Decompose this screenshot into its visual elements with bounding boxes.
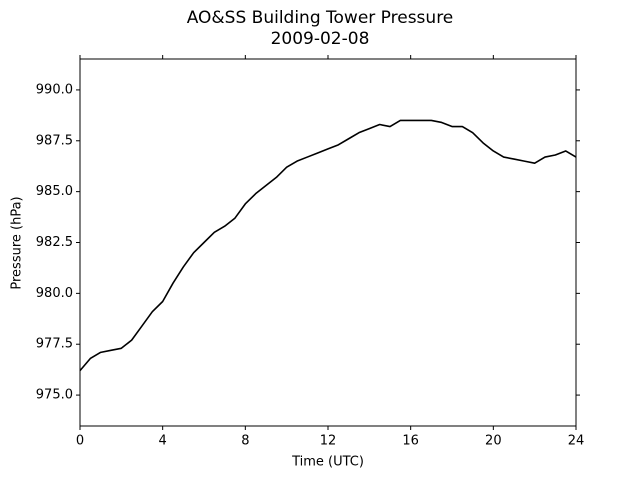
y-tick-label: 990.0 (36, 82, 73, 97)
y-axis-label: Pressure (hPa) (10, 196, 25, 289)
pressure-line (79, 119, 577, 372)
x-tick-label: 0 (76, 434, 84, 449)
y-tick-label: 975.0 (36, 388, 73, 403)
chart-subtitle: 2009-02-08 (271, 29, 370, 49)
x-tick-label: 12 (320, 434, 337, 449)
plot-frame (79, 58, 577, 427)
y-tick-label: 982.5 (36, 235, 73, 250)
y-tick-label: 977.5 (36, 337, 73, 352)
x-tick-label: 24 (568, 434, 585, 449)
x-tick-label: 16 (402, 434, 419, 449)
x-tick-label: 4 (159, 434, 167, 449)
y-tick-label: 985.0 (36, 184, 73, 199)
y-tick-label: 980.0 (36, 286, 73, 301)
x-tick-label: 8 (241, 434, 249, 449)
x-axis-label: Time (UTC) (291, 455, 364, 470)
y-tick-label: 987.5 (36, 133, 73, 148)
x-tick-label: 20 (485, 434, 502, 449)
chart-title: AO&SS Building Tower Pressure (187, 8, 454, 28)
